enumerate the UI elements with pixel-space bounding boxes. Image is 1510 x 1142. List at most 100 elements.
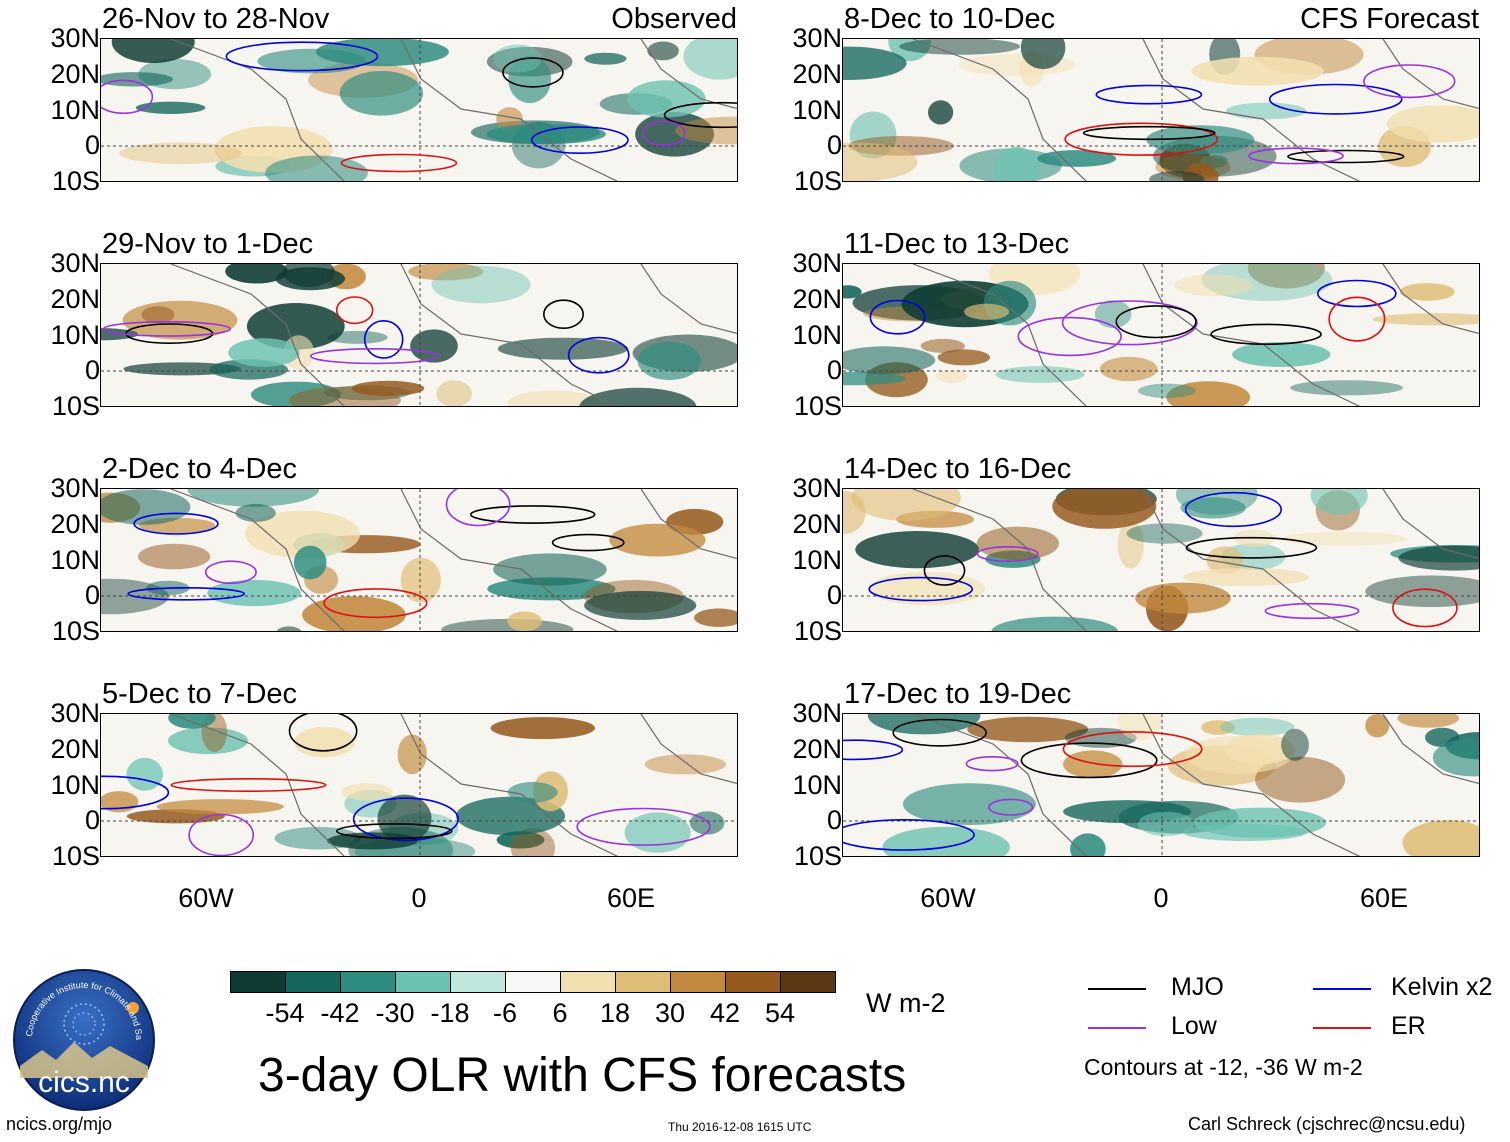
panel-title-fcst-1: 8-Dec to 10-Dec [844, 3, 1056, 35]
map-svg [843, 714, 1479, 856]
olr-anomaly-blob [168, 727, 248, 755]
olr-anomaly-blob [964, 303, 1010, 320]
olr-anomaly-blob [207, 579, 301, 607]
wave-contour [363, 320, 404, 359]
wave-contour [988, 798, 1034, 816]
lat-label: 20N [792, 284, 842, 314]
lat-label: 20N [50, 284, 100, 314]
colorbar-tick-label: 54 [764, 998, 796, 1028]
olr-anomaly-blob [1070, 833, 1106, 856]
lat-label: 10S [51, 841, 100, 871]
wave-contour [976, 545, 1039, 562]
olr-anomaly-blob [1117, 520, 1144, 569]
legend-label-low: Low [1171, 1012, 1217, 1040]
colorbar-swatch [505, 971, 561, 993]
wave-contour [843, 819, 975, 851]
olr-anomaly-blob [507, 611, 542, 631]
colorbar-tick-label: 42 [709, 998, 741, 1028]
olr-anomaly-blob [1191, 56, 1324, 86]
wave-contour [1185, 536, 1318, 559]
olr-anomaly-blob [1146, 125, 1255, 155]
olr-anomaly-blob [882, 826, 1010, 856]
panel-title-obs-4: 5-Dec to 7-Dec [102, 678, 298, 710]
lat-label: 30N [792, 698, 842, 728]
coastline [170, 489, 737, 631]
colorbar-tick-label: -18 [430, 998, 470, 1028]
olr-anomaly-blob [431, 265, 531, 304]
olr-anomaly-blob [339, 71, 424, 116]
olr-anomaly-blob [1037, 150, 1117, 167]
wave-contour [1095, 84, 1203, 105]
wave-contour [127, 587, 246, 601]
wave-contour [1316, 279, 1397, 308]
olr-anomaly-blob [490, 717, 595, 740]
wave-contour [1061, 300, 1198, 346]
olr-anomaly-blob [1232, 342, 1331, 367]
coastline [912, 714, 1479, 856]
wave-contour [1017, 316, 1122, 357]
legend-line-er [1313, 1027, 1371, 1029]
lat-label: 0 [826, 580, 842, 610]
olr-anomaly-blob [119, 142, 243, 164]
legend-line-low [1088, 1027, 1146, 1029]
olr-anomaly-blob [1094, 300, 1132, 329]
colorbar-swatch [340, 971, 396, 993]
olr-anomaly-blob [902, 783, 1036, 825]
olr-anomaly-blob [1135, 582, 1231, 614]
panel-title-fcst-2: 11-Dec to 13-Dec [844, 228, 1070, 260]
wave-contour [530, 126, 629, 155]
olr-anomaly-blob [1117, 714, 1163, 741]
lat-label: 30N [50, 473, 100, 503]
lat-label: 20N [50, 509, 100, 539]
wave-contour [133, 512, 219, 535]
legend-label-mjo: MJO [1171, 973, 1224, 1001]
olr-anomaly-blob [1255, 756, 1346, 803]
olr-anomaly-blob [400, 557, 441, 603]
panel-title-obs-2: 29-Nov to 1-Dec [102, 228, 314, 260]
colorbar-tick-label: -42 [320, 998, 360, 1028]
map-panel-fcst-1 [842, 38, 1480, 182]
contours-note: Contours at -12, -36 W m-2 [1084, 1054, 1363, 1080]
map-panel-fcst-4 [842, 713, 1480, 857]
olr-anomaly-blob [1398, 545, 1479, 571]
lat-label: 0 [84, 355, 100, 385]
olr-anomaly-blob [644, 754, 727, 775]
wave-contour [101, 775, 170, 810]
olr-anomaly-blob [137, 543, 211, 570]
olr-anomaly-blob [187, 489, 320, 507]
colorbar-units: W m-2 [866, 988, 946, 1018]
olr-anomaly-blob [1432, 738, 1479, 777]
lat-label: 20N [792, 734, 842, 764]
colorbar-swatch [780, 971, 836, 993]
colorbar-tick-label: 30 [654, 998, 686, 1028]
olr-anomaly-blob [351, 380, 425, 396]
olr-anomaly-blob [496, 107, 523, 131]
olr-anomaly-blob [967, 716, 1089, 743]
panel-title-obs-3: 2-Dec to 4-Dec [102, 453, 298, 485]
wave-contour [340, 153, 458, 173]
olr-anomaly-blob [101, 489, 191, 525]
lat-label: 10S [51, 166, 100, 196]
olr-anomaly-blob [1225, 102, 1307, 120]
wave-contour [1082, 125, 1216, 141]
lon-label-60e-right: 60E [1359, 883, 1409, 913]
wave-contour [1392, 588, 1458, 628]
olr-anomaly-blob [1402, 820, 1479, 856]
wave-contour [663, 101, 737, 129]
lat-label: 30N [50, 23, 100, 53]
wave-contour [1062, 731, 1203, 768]
wave-contour [576, 807, 711, 846]
lat-label: 30N [792, 23, 842, 53]
olr-anomaly-blob [101, 72, 174, 87]
olr-anomaly-blob [126, 757, 164, 791]
map-svg [101, 714, 737, 856]
olr-anomaly-blob [341, 783, 393, 801]
colorbar-tick-label: -6 [492, 998, 518, 1028]
lat-label: 10N [792, 95, 842, 125]
lat-label: 10N [792, 320, 842, 350]
wave-contour [1328, 296, 1386, 342]
olr-anomaly-blob [1365, 714, 1390, 738]
olr-anomaly-blob [624, 812, 691, 853]
lat-label: 10S [793, 391, 842, 421]
colorbar-swatch [615, 971, 671, 993]
